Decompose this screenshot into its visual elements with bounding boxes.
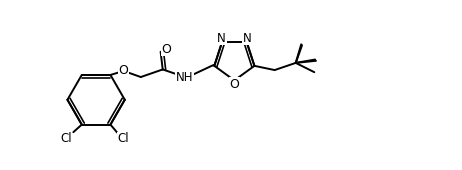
Text: O: O [230,78,239,91]
Text: Cl: Cl [118,132,129,145]
Text: N: N [217,32,226,45]
Text: O: O [118,64,128,77]
Text: Cl: Cl [60,132,72,145]
Text: N: N [243,32,251,45]
Text: O: O [162,43,171,56]
Text: NH: NH [176,71,194,83]
